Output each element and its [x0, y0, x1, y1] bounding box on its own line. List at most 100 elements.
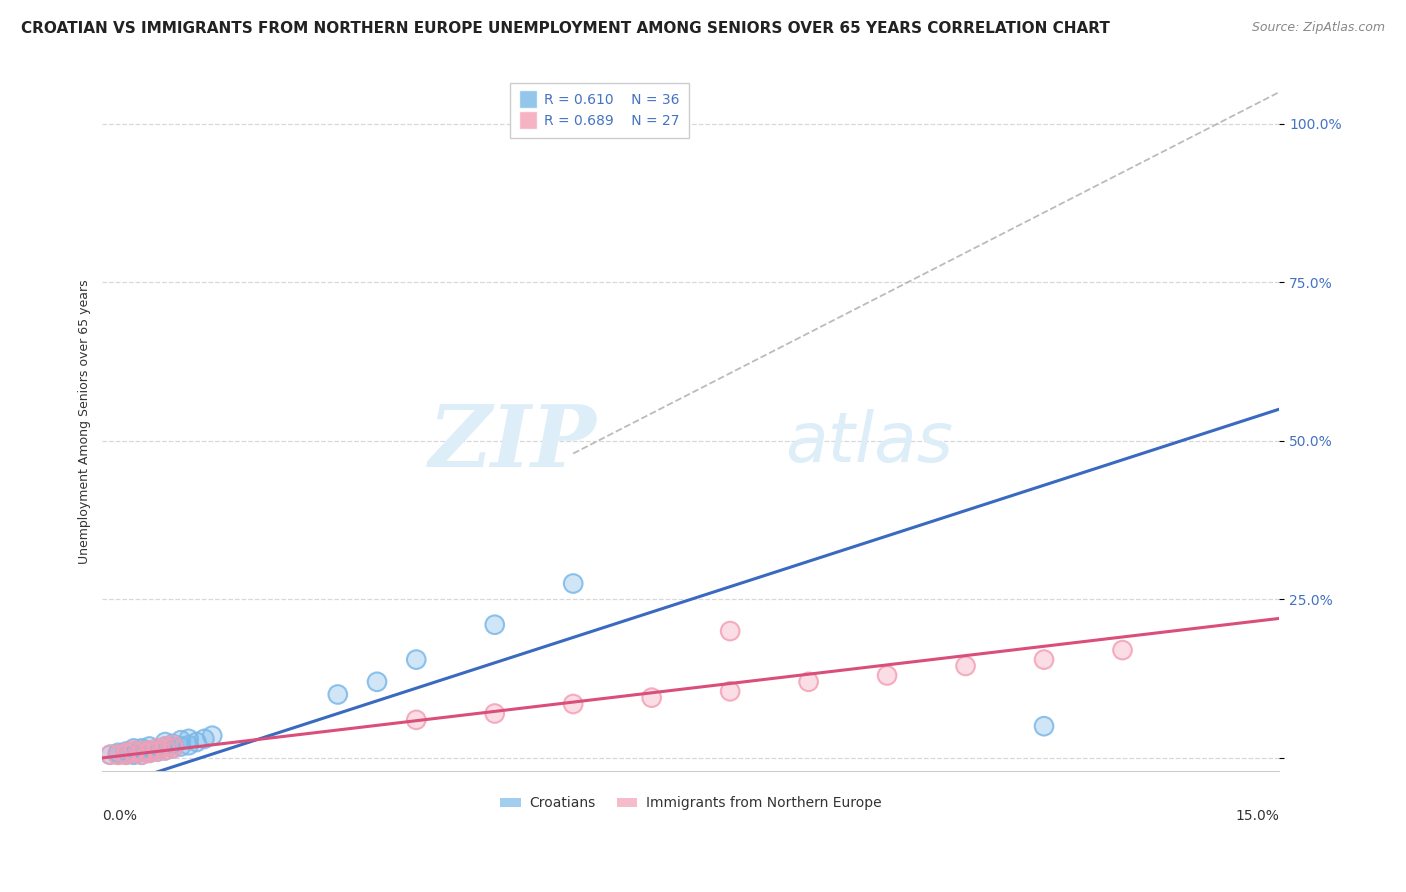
- Point: [146, 741, 169, 756]
- Point: [1033, 652, 1056, 666]
- Point: [562, 576, 585, 591]
- Point: [405, 652, 427, 666]
- Point: [153, 739, 176, 754]
- Point: [1033, 719, 1056, 733]
- Point: [146, 741, 169, 756]
- Point: [170, 739, 193, 754]
- Point: [876, 668, 898, 682]
- Text: atlas: atlas: [785, 409, 953, 476]
- Point: [170, 733, 193, 747]
- Point: [98, 747, 121, 762]
- Point: [138, 746, 160, 760]
- Point: [115, 746, 138, 760]
- Point: [405, 652, 427, 666]
- Point: [138, 743, 160, 757]
- Point: [562, 576, 585, 591]
- Point: [138, 743, 160, 757]
- Point: [138, 746, 160, 760]
- Point: [115, 746, 138, 760]
- Point: [153, 735, 176, 749]
- Point: [131, 745, 153, 759]
- Point: [146, 741, 169, 756]
- Point: [718, 624, 741, 638]
- Point: [484, 617, 506, 632]
- Point: [107, 746, 129, 760]
- Point: [797, 674, 820, 689]
- Point: [131, 741, 153, 756]
- Point: [146, 745, 169, 759]
- Point: [122, 746, 145, 760]
- Point: [131, 747, 153, 762]
- Point: [153, 735, 176, 749]
- Point: [131, 745, 153, 759]
- Point: [562, 697, 585, 711]
- Point: [170, 739, 193, 754]
- Point: [153, 739, 176, 754]
- Point: [138, 739, 160, 754]
- Point: [115, 746, 138, 760]
- Point: [186, 735, 208, 749]
- Point: [122, 743, 145, 757]
- Point: [366, 674, 388, 689]
- Point: [98, 747, 121, 762]
- Point: [146, 745, 169, 759]
- Point: [170, 733, 193, 747]
- Point: [153, 743, 176, 757]
- Point: [115, 747, 138, 762]
- Point: [131, 747, 153, 762]
- Point: [602, 117, 624, 131]
- Point: [718, 624, 741, 638]
- Point: [162, 741, 184, 756]
- Point: [138, 743, 160, 757]
- Point: [326, 688, 349, 702]
- Point: [115, 746, 138, 760]
- Point: [193, 731, 215, 746]
- Point: [1033, 652, 1056, 666]
- Point: [146, 741, 169, 756]
- Point: [366, 674, 388, 689]
- Point: [562, 697, 585, 711]
- Point: [131, 745, 153, 759]
- Point: [177, 738, 200, 752]
- Point: [484, 706, 506, 721]
- Point: [153, 743, 176, 757]
- Point: [107, 747, 129, 762]
- Text: ZIP: ZIP: [429, 401, 596, 484]
- Point: [162, 737, 184, 751]
- Point: [1111, 643, 1133, 657]
- Point: [162, 738, 184, 752]
- Point: [326, 688, 349, 702]
- Y-axis label: Unemployment Among Seniors over 65 years: Unemployment Among Seniors over 65 years: [79, 279, 91, 564]
- Legend: Croatians, Immigrants from Northern Europe: Croatians, Immigrants from Northern Euro…: [495, 791, 887, 816]
- Point: [640, 690, 662, 705]
- Point: [122, 746, 145, 760]
- Point: [138, 746, 160, 760]
- Point: [98, 747, 121, 762]
- Point: [162, 737, 184, 751]
- Point: [405, 713, 427, 727]
- Point: [162, 741, 184, 756]
- Text: 0.0%: 0.0%: [103, 809, 138, 823]
- Point: [115, 747, 138, 762]
- Point: [177, 731, 200, 746]
- Point: [122, 741, 145, 756]
- Point: [115, 745, 138, 759]
- Point: [162, 741, 184, 756]
- Point: [107, 747, 129, 762]
- Point: [718, 684, 741, 698]
- Point: [797, 674, 820, 689]
- Point: [107, 746, 129, 760]
- Point: [484, 617, 506, 632]
- Point: [876, 668, 898, 682]
- Point: [153, 739, 176, 754]
- Point: [107, 747, 129, 762]
- Point: [138, 743, 160, 757]
- Point: [122, 746, 145, 760]
- Point: [131, 747, 153, 762]
- Point: [718, 684, 741, 698]
- Point: [484, 706, 506, 721]
- Point: [177, 731, 200, 746]
- Point: [201, 729, 224, 743]
- Point: [201, 729, 224, 743]
- Point: [955, 659, 977, 673]
